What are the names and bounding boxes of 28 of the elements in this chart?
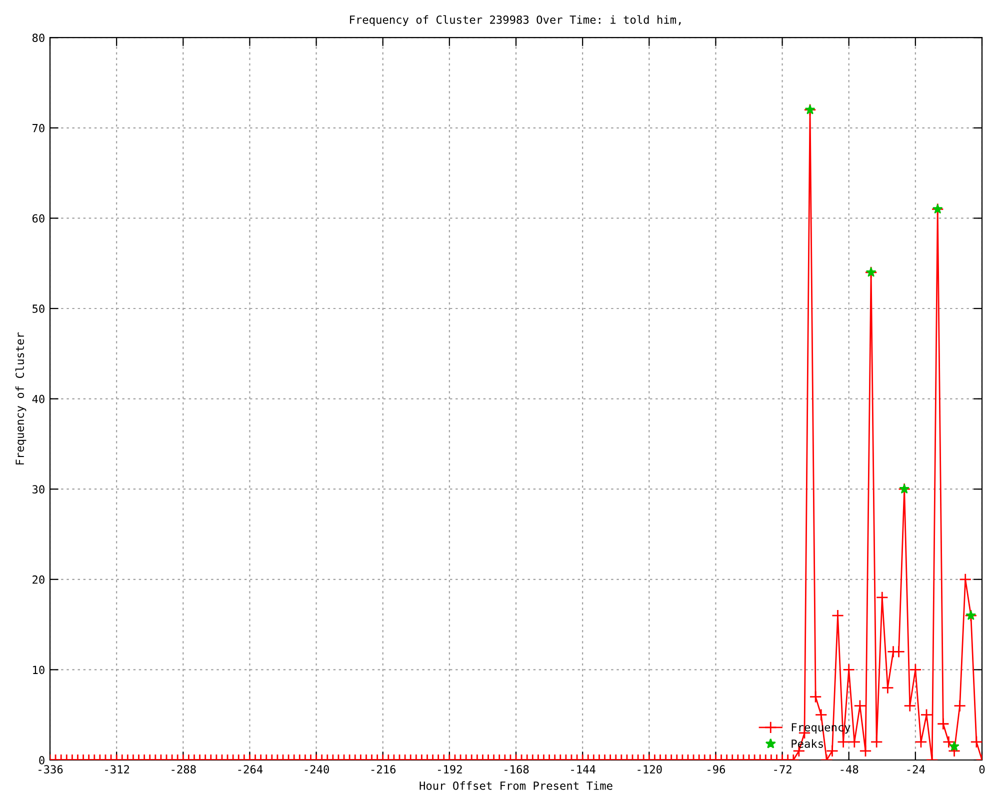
x-tick-label: 0 <box>979 765 985 774</box>
x-tick-label: -144 <box>571 765 596 774</box>
x-tick-label: -120 <box>638 765 662 774</box>
x-tick-label: -96 <box>708 765 726 774</box>
y-tick-label: 60 <box>32 214 44 223</box>
x-tick-label: -312 <box>105 765 130 774</box>
y-tick-label: 40 <box>32 394 44 404</box>
chart-title: Frequency of Cluster 239983 Over Time: i told him, <box>350 15 681 26</box>
y-tick-label: 0 <box>39 756 44 764</box>
x-tick-label: -240 <box>304 765 329 774</box>
y-tick-label: 30 <box>32 485 44 494</box>
x-tick-label: -192 <box>438 765 462 774</box>
x-tick-label: -168 <box>504 765 529 774</box>
y-tick-label: 20 <box>32 575 44 584</box>
x-axis-title: Hour Offset From Present Time <box>420 781 612 790</box>
y-tick-label: 70 <box>32 124 44 132</box>
y-tick-label: 50 <box>32 304 44 313</box>
x-tick-label: -264 <box>238 765 263 774</box>
y-axis-title: Frequency of Cluster <box>15 332 26 464</box>
y-tick-label: 80 <box>32 34 44 42</box>
x-tick-label: -24 <box>907 765 925 774</box>
x-tick-label: -72 <box>774 765 792 774</box>
point <box>949 741 960 751</box>
x-tick-label: -336 <box>38 765 63 774</box>
x-tick-label: -288 <box>172 765 196 774</box>
x-tick-label: -216 <box>371 765 396 774</box>
y-tick-label: 10 <box>33 666 44 674</box>
x-tick-label: -48 <box>840 765 858 774</box>
